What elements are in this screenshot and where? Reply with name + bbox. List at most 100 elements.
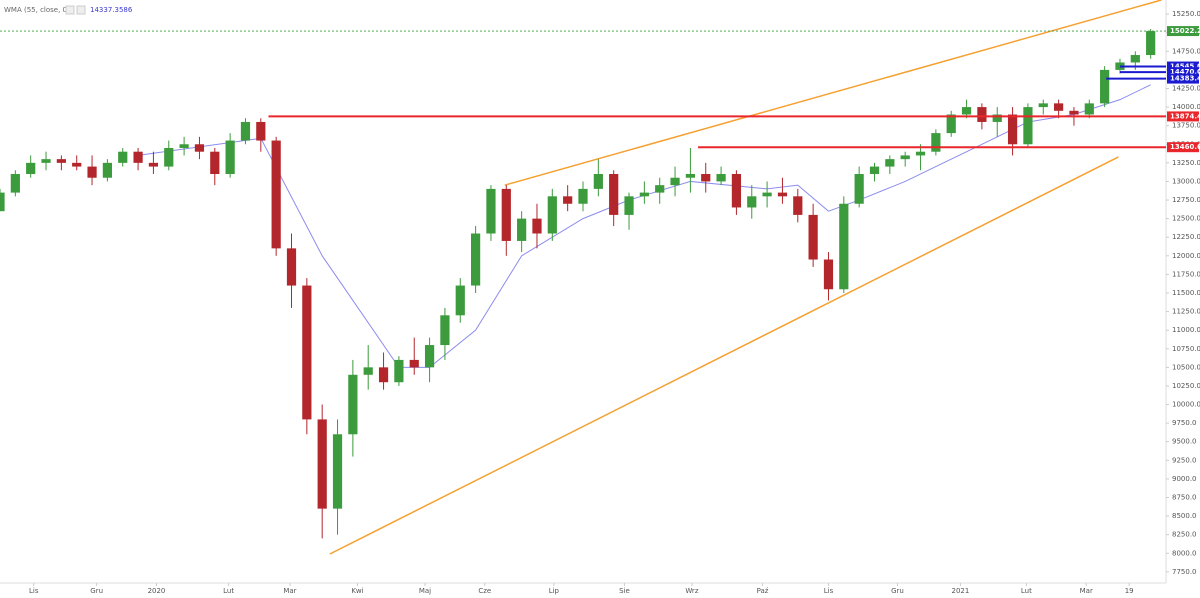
candle-body (455, 285, 465, 316)
candle-body (26, 162, 36, 175)
y-tick-label: 13250.0 (1172, 159, 1200, 167)
y-tick-label: 14750.0 (1172, 47, 1200, 55)
candle-body (72, 162, 82, 167)
y-tick-label: 8250.0 (1172, 531, 1197, 539)
level-label-box (1167, 111, 1199, 122)
candle-body (240, 121, 251, 141)
candle-body (532, 218, 542, 234)
candle-body (225, 140, 235, 175)
candle-body (777, 192, 788, 197)
y-tick-label: 9000.0 (1172, 475, 1197, 483)
x-tick-label: Lip (549, 587, 560, 595)
candle-body (931, 133, 941, 152)
level-label: 14470.0 (1170, 68, 1200, 76)
settings-icon[interactable] (65, 5, 75, 15)
candle-body (823, 259, 834, 290)
candle-body (102, 162, 112, 178)
candle-body (1007, 114, 1018, 145)
y-tick-label: 10250.0 (1172, 382, 1200, 390)
indicator-name: WMA (55, close, 0) (4, 6, 70, 14)
y-tick-label: 7750.0 (1172, 568, 1197, 576)
candle-body (133, 151, 143, 163)
y-tick-label: 12000.0 (1172, 252, 1200, 260)
candle-body (1069, 110, 1079, 115)
candle-body (593, 174, 603, 189)
candle-body (900, 155, 910, 160)
level-label: 13874.4 (1170, 112, 1200, 120)
candle-body (1084, 103, 1094, 115)
candle-body (256, 121, 266, 141)
x-tick-label: Maj (419, 587, 431, 595)
candle-body (179, 144, 189, 148)
candle-body (440, 315, 450, 346)
close-icon[interactable] (76, 5, 86, 15)
x-tick-label: Lut (1021, 587, 1032, 595)
candle-body (854, 174, 864, 204)
x-tick-label: Gru (891, 587, 904, 595)
candle-body (655, 185, 665, 193)
y-tick-label: 14250.0 (1172, 84, 1200, 92)
x-tick-label: Sie (619, 587, 630, 595)
candle-body (118, 151, 128, 163)
candle-body (378, 367, 389, 383)
y-tick-label: 10000.0 (1172, 401, 1200, 409)
candle-body (317, 419, 327, 509)
candle-body (839, 203, 849, 290)
candle-body (946, 114, 956, 134)
y-tick-label: 12750.0 (1172, 196, 1200, 204)
candle-body (609, 174, 619, 215)
y-tick-label: 12250.0 (1172, 233, 1200, 241)
candle-body (87, 166, 97, 178)
candle-body (302, 285, 312, 420)
x-tick-label: Paź (757, 587, 769, 595)
x-tick-label: 19 (1125, 587, 1134, 595)
x-tick-label: Kwi (351, 587, 363, 595)
x-tick-label: Cze (478, 587, 491, 595)
x-tick-label: Mar (1080, 587, 1093, 595)
candle-body (808, 214, 818, 260)
level-label: 15022.2 (1170, 27, 1200, 35)
candle-body (977, 107, 987, 122)
y-tick-label: 9250.0 (1172, 456, 1197, 464)
y-tick-label: 13750.0 (1172, 122, 1200, 130)
x-tick-label: Gru (90, 587, 103, 595)
candle-body (194, 144, 205, 152)
candle-body (501, 188, 511, 241)
candle-body (793, 196, 803, 215)
candle-body (961, 107, 972, 115)
candle-body (915, 151, 926, 156)
y-tick-label: 8750.0 (1172, 493, 1197, 501)
candle-body (10, 174, 20, 193)
trend-line (504, 0, 1162, 186)
candle-body (716, 174, 726, 182)
x-tick-label: Lut (223, 587, 234, 595)
candle-body (1038, 103, 1048, 108)
candle-body (563, 196, 573, 204)
x-tick-label: 2020 (148, 587, 166, 595)
candle-body (271, 140, 281, 249)
candle-body (210, 151, 220, 175)
x-tick-label: 2021 (952, 587, 970, 595)
candle-body (639, 192, 649, 197)
candle-body (0, 192, 5, 212)
candle-body (869, 166, 880, 175)
candle-body (164, 147, 174, 167)
candle-body (762, 192, 772, 197)
candle-body (363, 367, 373, 375)
level-label: 14383.4 (1170, 75, 1200, 83)
y-tick-label: 8000.0 (1172, 549, 1197, 557)
candle-body (885, 159, 895, 167)
y-tick-label: 9750.0 (1172, 419, 1197, 427)
candle-body (1054, 103, 1064, 111)
candle-body (731, 174, 742, 208)
candle-body (1100, 69, 1110, 104)
y-tick-label: 13000.0 (1172, 177, 1200, 185)
candle-body (286, 248, 297, 286)
level-label: 13460.6 (1170, 143, 1200, 151)
candle-body (148, 162, 159, 167)
trend-line (329, 156, 1119, 555)
y-tick-label: 14000.0 (1172, 103, 1200, 111)
level-label-box (1167, 73, 1199, 84)
candle-body (1023, 107, 1033, 145)
